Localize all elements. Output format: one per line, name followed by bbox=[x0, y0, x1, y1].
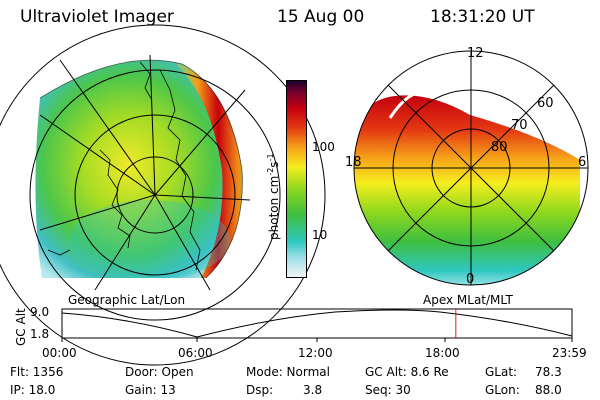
x-tick-2359: 23:59 bbox=[552, 346, 587, 360]
geographic-label: Geographic Lat/Lon bbox=[68, 293, 186, 307]
gain-value: Gain: 13 bbox=[125, 383, 176, 397]
mlat-label-60: 60 bbox=[537, 96, 554, 111]
colorbar bbox=[286, 80, 307, 278]
glon-label: GLon: bbox=[485, 383, 520, 397]
mode-value: Mode: Normal bbox=[246, 365, 330, 379]
mlat-label-70: 70 bbox=[511, 118, 528, 133]
instrument-title: Ultraviolet Imager bbox=[20, 7, 174, 27]
apex-label: Apex MLat/MLT bbox=[423, 293, 513, 307]
x-tick-0600: 06:00 bbox=[178, 346, 213, 360]
mlt-label-6: 6 bbox=[578, 155, 587, 170]
seq-value: Seq: 30 bbox=[365, 383, 411, 397]
colorbar-tick-10: 10 bbox=[312, 228, 328, 242]
door-status: Door: Open bbox=[125, 365, 194, 379]
gc-alt-value: GC Alt: 8.6 Re bbox=[365, 365, 449, 379]
date-label: 15 Aug 00 bbox=[277, 7, 365, 27]
altitude-curve bbox=[61, 309, 573, 338]
x-tick-1200: 12:00 bbox=[298, 346, 333, 360]
gc-alt-tick-9: 9.0 bbox=[30, 305, 50, 319]
mlat-label-80: 80 bbox=[491, 140, 508, 155]
dsp-label: Dsp: bbox=[246, 383, 274, 397]
glon-value: 88.0 bbox=[535, 383, 562, 397]
x-tick-0000: 00:00 bbox=[42, 346, 77, 360]
glat-label: GLat: bbox=[485, 365, 518, 379]
gc-alt-tick-1-8: 1.8 bbox=[30, 327, 50, 341]
mlt-label-18: 18 bbox=[345, 155, 362, 170]
x-tick-1800: 18:00 bbox=[425, 346, 460, 360]
time-label: 18:31:20 UT bbox=[430, 7, 535, 27]
mlt-label-12: 12 bbox=[467, 46, 484, 61]
flight-number: Flt: 1356 bbox=[10, 365, 64, 379]
ip-value: IP: 18.0 bbox=[10, 383, 56, 397]
dsp-value: 3.8 bbox=[303, 383, 323, 397]
glat-value: 78.3 bbox=[535, 365, 562, 379]
colorbar-tick-100: 100 bbox=[312, 140, 335, 154]
mlt-label-0: 0 bbox=[466, 272, 475, 287]
